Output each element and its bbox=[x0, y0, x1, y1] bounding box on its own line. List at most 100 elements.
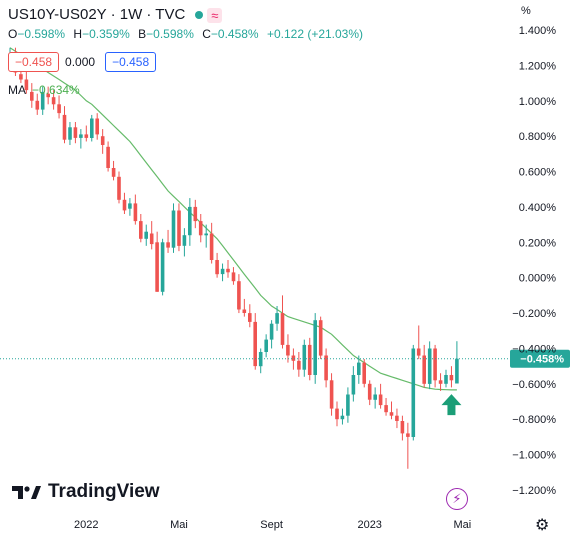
y-axis[interactable]: 1.400% 1.200% 1.000% 0.800% 0.600% 0.400% 0.20… bbox=[510, 0, 556, 535]
candle-body bbox=[275, 313, 279, 324]
candle bbox=[166, 229, 170, 253]
candle bbox=[111, 160, 116, 181]
candle bbox=[40, 86, 45, 115]
candle bbox=[449, 366, 454, 388]
axis-unit: % bbox=[521, 5, 531, 17]
close-value: −0.458% bbox=[210, 27, 259, 41]
ma-value: −0.634% bbox=[32, 83, 80, 97]
y-tick-label: −0.400% bbox=[512, 343, 556, 355]
candle-body bbox=[149, 233, 154, 245]
candle bbox=[73, 122, 78, 144]
y-tick-label: −0.200% bbox=[512, 308, 556, 320]
candle-body bbox=[160, 242, 165, 292]
candle bbox=[389, 401, 394, 420]
candle-body bbox=[117, 176, 121, 200]
y-tick-label: 0.600% bbox=[519, 167, 557, 179]
y-tick-label: −0.600% bbox=[512, 379, 556, 391]
candle bbox=[193, 199, 198, 229]
candle bbox=[198, 214, 203, 243]
candle-body bbox=[35, 100, 40, 110]
candle bbox=[171, 203, 176, 253]
candle bbox=[30, 83, 34, 108]
y-tick-label: −1.200% bbox=[512, 485, 556, 497]
candle bbox=[400, 415, 405, 441]
candle bbox=[51, 90, 56, 110]
price-tag: −0.458% bbox=[520, 354, 564, 366]
sell-button[interactable]: −0.458 bbox=[8, 52, 60, 72]
candle-body bbox=[166, 242, 170, 248]
candle bbox=[220, 263, 225, 282]
candle-body bbox=[90, 118, 94, 138]
candle-body bbox=[128, 203, 132, 209]
candle bbox=[139, 214, 143, 243]
candle bbox=[248, 304, 252, 328]
candle-body bbox=[57, 104, 61, 114]
candle bbox=[351, 366, 356, 402]
candle-body bbox=[231, 272, 236, 282]
candle bbox=[422, 344, 426, 388]
candle bbox=[117, 171, 121, 204]
x-tick-label: 2022 bbox=[74, 519, 98, 531]
ma-legend[interactable]: MA −0.634% bbox=[8, 83, 80, 97]
ma-label: MA bbox=[8, 83, 26, 97]
candle-body bbox=[297, 360, 301, 370]
candle-body bbox=[253, 321, 257, 367]
candle bbox=[144, 224, 148, 246]
candle bbox=[231, 267, 236, 285]
gear-icon[interactable]: ⚙ bbox=[535, 517, 550, 534]
candle-body bbox=[340, 415, 345, 420]
candle-body bbox=[384, 405, 388, 413]
arrow-up-marker bbox=[441, 394, 462, 416]
candle-body bbox=[226, 268, 230, 273]
candle bbox=[455, 341, 459, 384]
x-tick-label: Sept bbox=[260, 519, 283, 531]
candle bbox=[427, 341, 432, 390]
candle-body bbox=[302, 344, 307, 370]
candle bbox=[79, 129, 83, 149]
candle-body bbox=[455, 358, 459, 384]
candle-body bbox=[248, 313, 252, 322]
candle bbox=[280, 295, 285, 349]
candle-body bbox=[133, 203, 138, 222]
candle-body bbox=[237, 281, 241, 310]
tradingview-logo[interactable]: TradingView bbox=[12, 481, 160, 503]
candle-body bbox=[182, 235, 187, 246]
candle bbox=[411, 344, 416, 441]
ma-layer bbox=[9, 47, 457, 391]
candle bbox=[340, 408, 345, 425]
candle-body bbox=[258, 352, 263, 367]
candle-body bbox=[291, 355, 296, 361]
candle-body bbox=[40, 91, 45, 110]
candle-body bbox=[62, 114, 67, 140]
market-status-dot bbox=[195, 11, 204, 20]
candle-body bbox=[389, 412, 394, 416]
candle-body bbox=[449, 375, 454, 381]
compare-badge-icon[interactable]: ≈ bbox=[207, 7, 223, 23]
candle bbox=[149, 221, 154, 250]
candle bbox=[395, 408, 399, 429]
candle-body bbox=[95, 118, 99, 135]
candle bbox=[264, 334, 268, 358]
candle-body bbox=[30, 91, 34, 101]
candle-body bbox=[307, 344, 312, 375]
candle bbox=[406, 422, 410, 469]
candle bbox=[57, 95, 61, 119]
candle bbox=[384, 398, 388, 416]
candle bbox=[275, 306, 279, 331]
symbol-title[interactable]: US10Y-US02Y · 1W · TVC bbox=[8, 6, 186, 23]
candle-body bbox=[198, 221, 203, 236]
ma-line bbox=[9, 47, 457, 391]
candle bbox=[24, 70, 29, 94]
candle-body bbox=[395, 415, 399, 421]
bolt-icon[interactable]: ⚡ bbox=[446, 488, 468, 510]
candle bbox=[373, 387, 377, 409]
candle-body bbox=[171, 210, 176, 248]
candle-body bbox=[155, 242, 159, 292]
brand-name: TradingView bbox=[48, 481, 160, 502]
buy-button[interactable]: −0.458 bbox=[105, 52, 157, 72]
x-axis[interactable]: 2022 Mai Sept 2023 Mai bbox=[74, 519, 471, 531]
candle bbox=[90, 114, 94, 142]
candle bbox=[133, 194, 138, 225]
y-tick-label: 1.400% bbox=[519, 25, 557, 37]
